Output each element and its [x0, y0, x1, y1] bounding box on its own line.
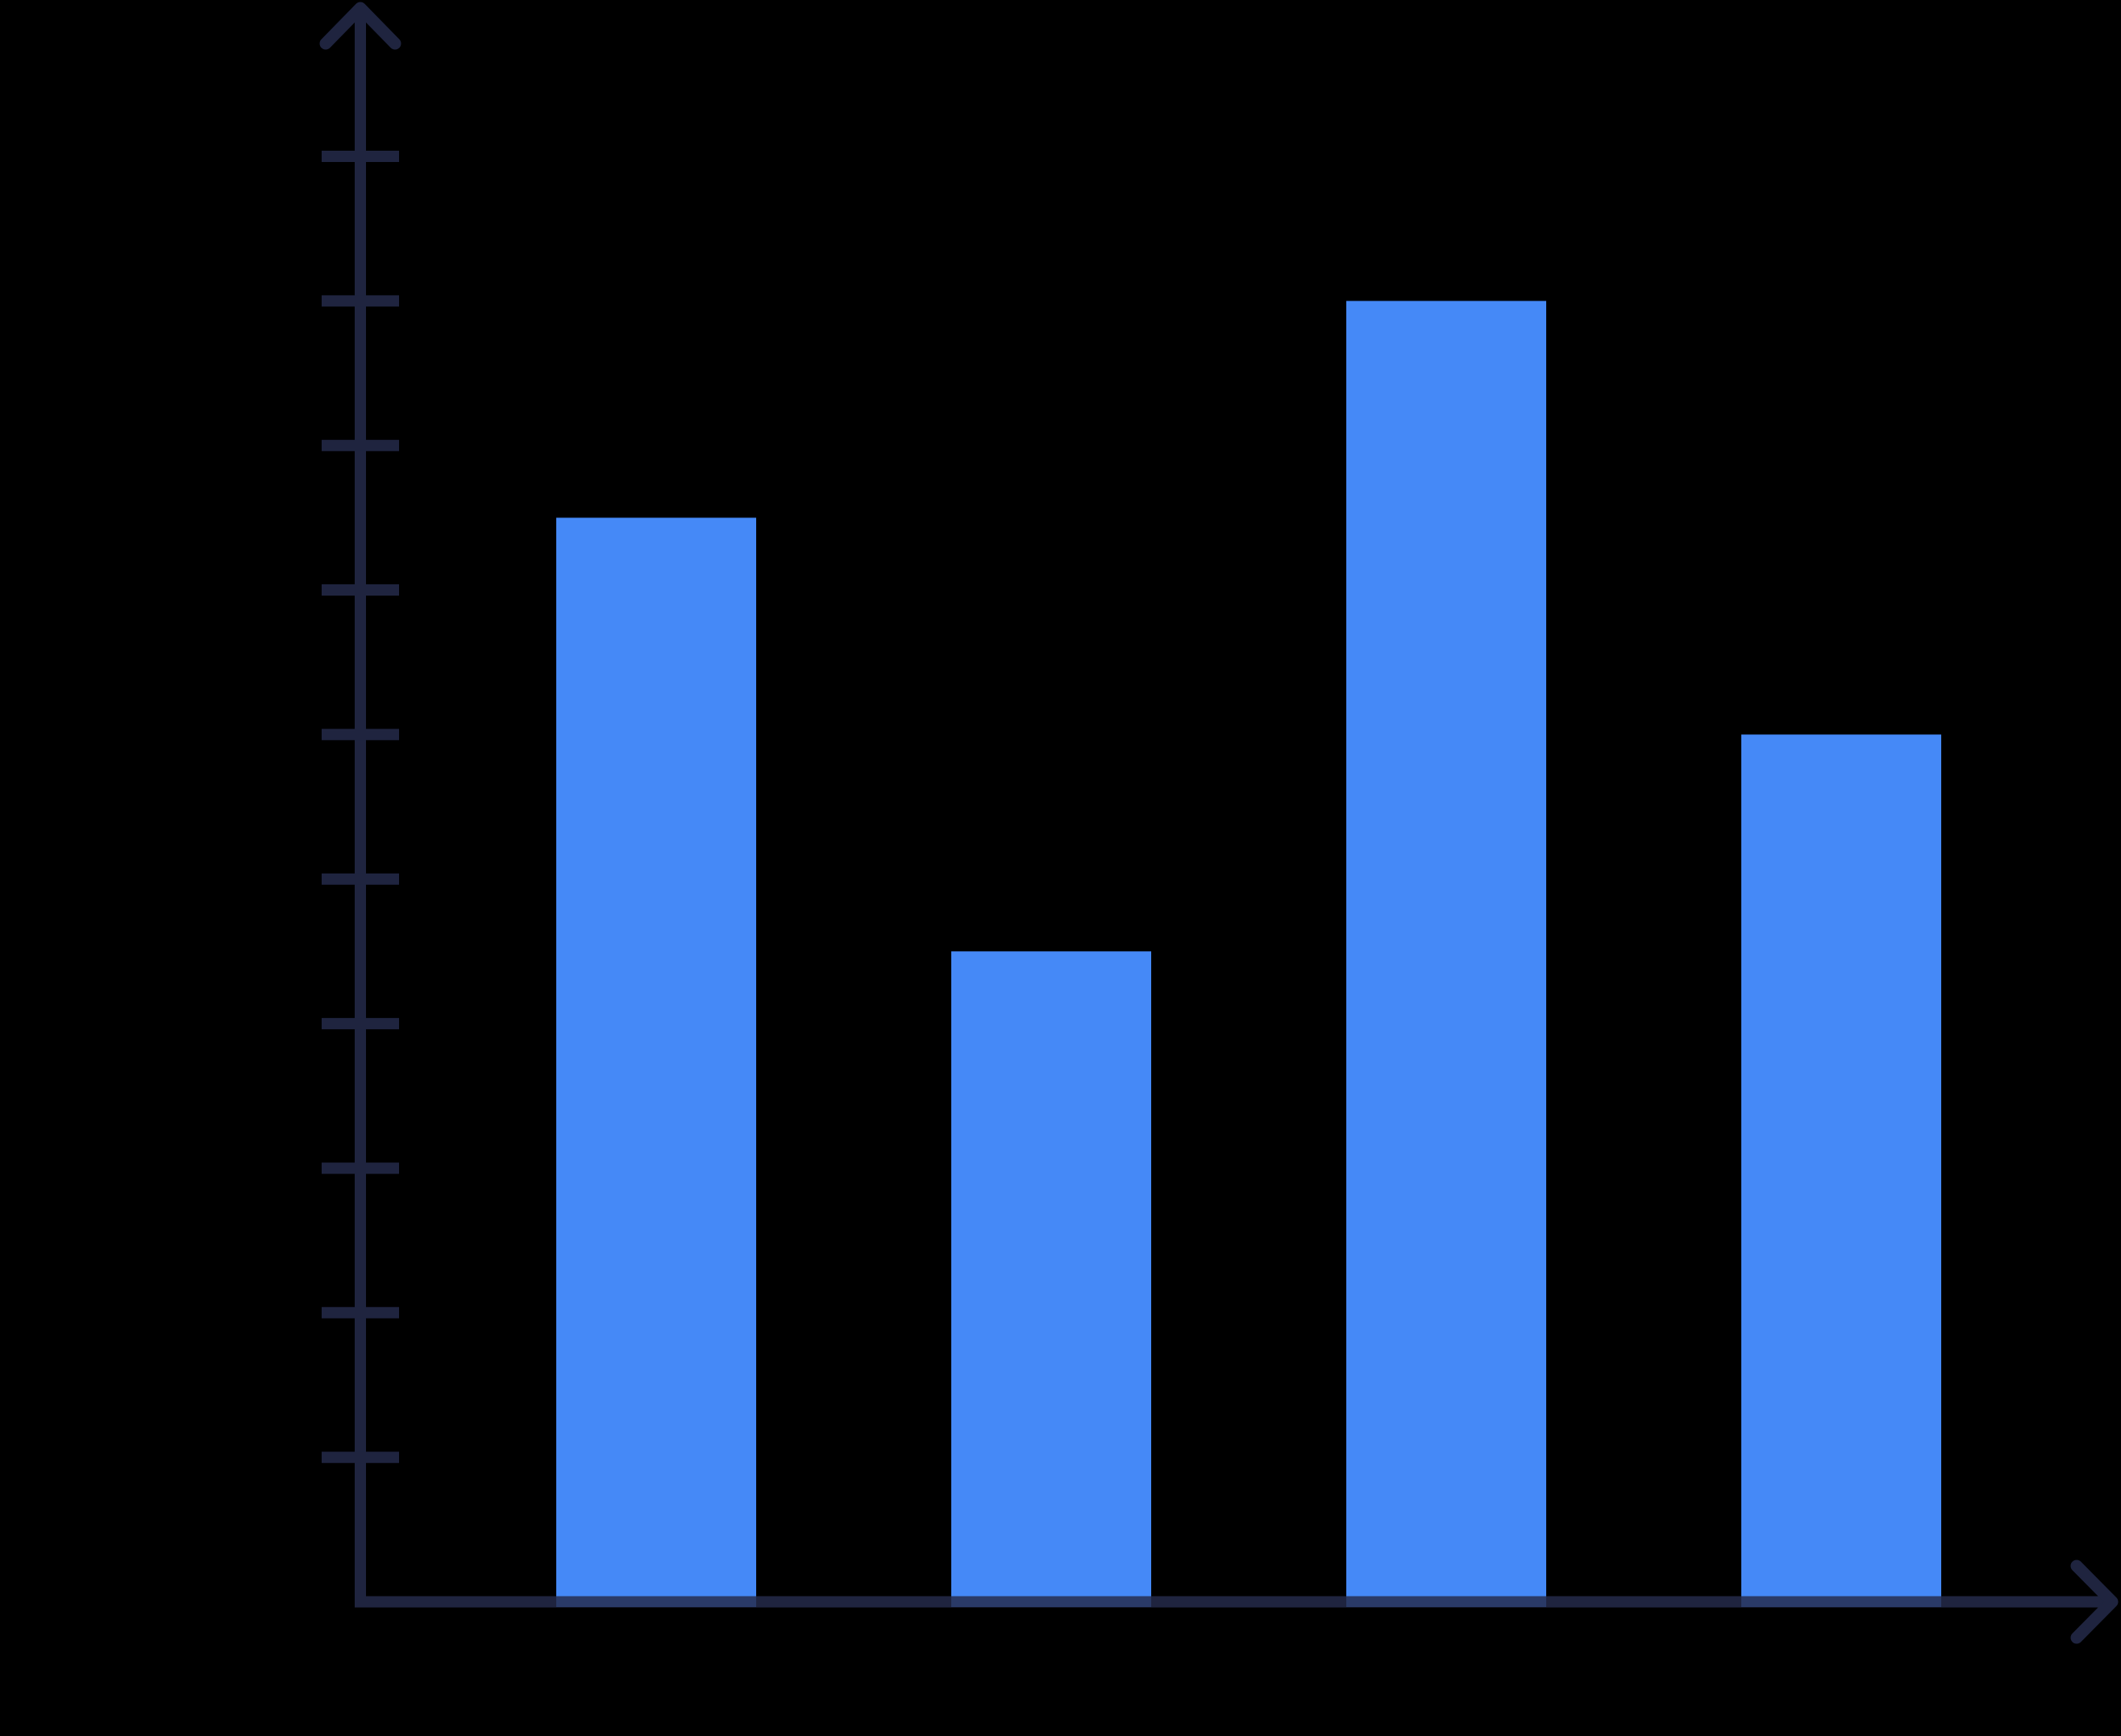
bars-group	[556, 301, 1941, 1607]
y-axis-arrowhead-icon	[319, 2, 401, 50]
bar	[1346, 301, 1546, 1607]
bar	[1741, 734, 1941, 1607]
bar	[556, 517, 756, 1607]
axes-group	[319, 2, 2119, 1644]
x-axis-arrowhead-icon	[2070, 1559, 2119, 1644]
bar	[951, 951, 1151, 1607]
